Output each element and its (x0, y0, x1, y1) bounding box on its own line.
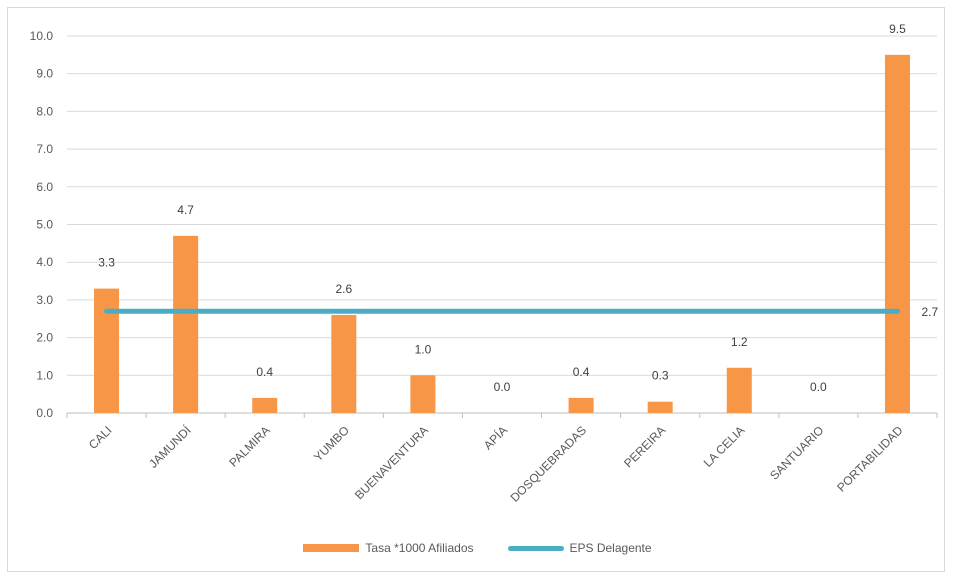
bar-data-label: 0.3 (652, 369, 669, 383)
x-category-label: YUMBO (311, 423, 352, 464)
bar (94, 288, 120, 413)
bar-data-label: 4.7 (177, 203, 194, 217)
bar (252, 397, 278, 413)
legend-line-label: EPS Delagente (569, 541, 652, 555)
x-category-label: PORTABILIDAD (834, 423, 906, 495)
legend-line-swatch (507, 545, 564, 551)
bar-line-chart: 0.0 1.0 2.0 3.0 4.0 5.0 6.0 7.0 8.0 9.0 10.0 3.3 4.… (30, 22, 939, 505)
legend: Tasa *1000 Afiliados EPS Delagente (0, 536, 955, 560)
x-category-label: JAMUNDÍ (145, 422, 194, 471)
x-category-label: PEREIRA (621, 423, 668, 470)
y-tick-label: 1.0 (36, 368, 53, 382)
y-tick-label: 3.0 (36, 293, 53, 307)
y-tick-label: 2.0 (36, 331, 53, 345)
bar-data-label: 3.3 (98, 256, 115, 270)
bar-series (94, 54, 910, 413)
bar (884, 54, 910, 413)
bar-data-label: 2.6 (335, 282, 352, 296)
y-tick-label: 10.0 (30, 29, 54, 43)
x-category-label: BUENAVENTURA (352, 423, 431, 502)
y-tick-label: 5.0 (36, 218, 53, 232)
x-category-label: SANTUARIO (767, 423, 826, 482)
x-category-label: PALMIRA (226, 423, 273, 470)
y-tick-label: 8.0 (36, 104, 53, 118)
bar (568, 397, 594, 413)
bar (410, 375, 436, 413)
x-category-label: APÍA (480, 423, 510, 453)
legend-bar-swatch (303, 544, 360, 552)
bar-data-label: 1.2 (731, 335, 748, 349)
bar-data-label: 0.0 (494, 380, 511, 394)
x-category-label: DOSQUEBRADAS (508, 423, 590, 505)
bar-data-label: 0.4 (573, 365, 590, 379)
bar (647, 401, 673, 413)
y-tick-label: 4.0 (36, 255, 53, 269)
y-tick-label: 0.0 (36, 406, 53, 420)
x-axis: CALI JAMUNDÍ PALMIRA YUMBO BUENAVENTURA APÍAD… (66, 413, 938, 505)
y-tick-label: 7.0 (36, 142, 53, 156)
bar (726, 367, 752, 413)
bar (331, 314, 357, 413)
bar-data-label: 0.0 (810, 380, 827, 394)
bar-data-label: 1.0 (415, 342, 432, 356)
legend-bar-label: Tasa *1000 Afiliados (365, 541, 474, 555)
y-tick-label: 9.0 (36, 67, 53, 81)
y-tick-label: 6.0 (36, 180, 53, 194)
line-series: 2.7 (104, 305, 938, 319)
legend-item-line: EPS Delagente (507, 541, 652, 555)
bar-data-labels: 3.3 4.7 0.4 2.6 1.0 0.0 0.4 0.3 1.2 0.0 9.5 (98, 22, 906, 394)
gridlines (67, 35, 937, 414)
chart-frame (7, 7, 945, 572)
bar-data-label: 9.5 (889, 22, 906, 36)
x-category-label: CALI (86, 423, 115, 452)
line-data-label: 2.7 (921, 305, 938, 319)
bar-data-label: 0.4 (256, 365, 273, 379)
legend-item-bar: Tasa *1000 Afiliados (303, 541, 474, 555)
x-category-label: LA CELIA (701, 423, 748, 470)
y-axis: 0.0 1.0 2.0 3.0 4.0 5.0 6.0 7.0 8.0 9.0 10.0 (30, 29, 54, 420)
bar (173, 235, 199, 413)
